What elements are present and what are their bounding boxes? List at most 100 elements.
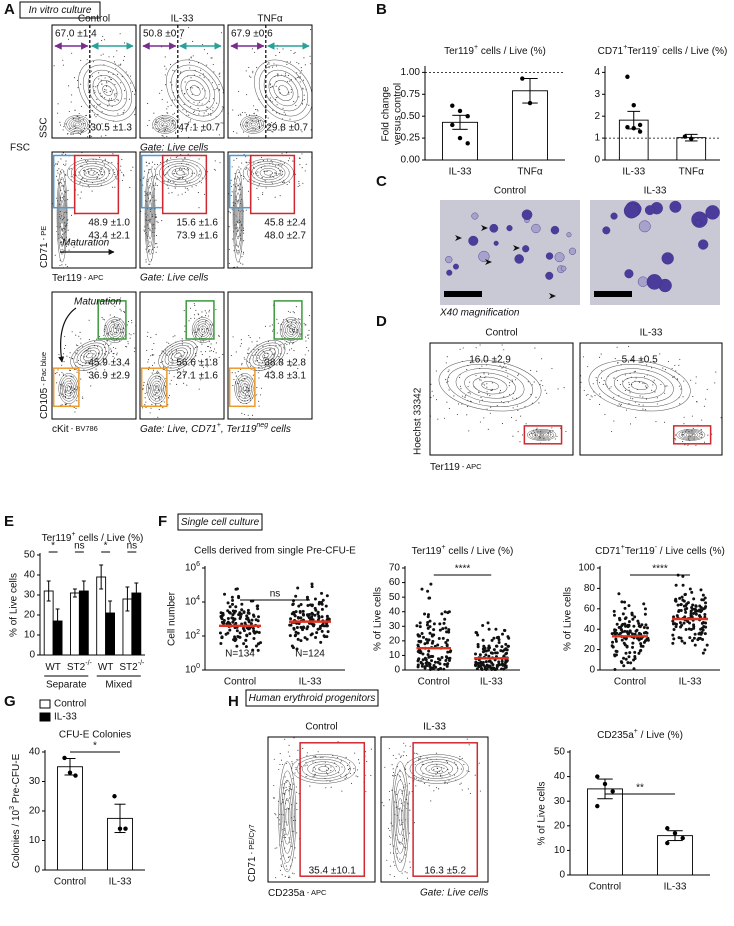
event-dot [268, 368, 270, 370]
cell-dot [428, 619, 432, 623]
significance-label: ns [74, 541, 85, 552]
cell-dot [423, 665, 427, 669]
event-dot [288, 181, 290, 183]
event-dot [449, 774, 451, 776]
event-dot [616, 379, 619, 382]
contour [307, 761, 340, 777]
event-dot [88, 128, 90, 131]
event-dot [100, 168, 102, 170]
event-dot [101, 40, 103, 42]
cell-dot [257, 615, 261, 619]
event-dot [263, 120, 265, 122]
event-dot [61, 269, 62, 270]
contour [420, 761, 453, 777]
event-dot [645, 385, 647, 387]
event-dot [289, 80, 291, 82]
event-dot [231, 191, 233, 193]
contour [278, 761, 297, 873]
event-dot [289, 841, 291, 843]
x-tick-label: WT [98, 662, 114, 673]
event-dot [105, 343, 107, 345]
data-point [112, 794, 117, 799]
event-dot [38, 163, 39, 164]
cell-dot [444, 640, 448, 644]
event-dot [130, 319, 133, 321]
y-tick-label: 50 [554, 747, 566, 758]
event-dot [164, 56, 166, 58]
event-dot [281, 874, 283, 876]
event-dot [480, 379, 482, 381]
event-dot [172, 113, 174, 115]
event-dot [720, 417, 722, 419]
event-dot [78, 113, 80, 115]
event-dot [157, 416, 159, 418]
event-dot [66, 243, 68, 245]
event-dot [624, 389, 626, 392]
event-dot [114, 176, 116, 178]
contour [688, 433, 694, 437]
cell [452, 263, 459, 270]
event-dot [57, 103, 59, 105]
cell-dot [325, 635, 329, 639]
event-dot [408, 832, 411, 834]
event-dot [279, 52, 281, 54]
event-dot [133, 333, 135, 335]
event-dot [65, 245, 68, 247]
cell-dot [249, 622, 253, 626]
event-dot [70, 133, 72, 135]
event-dot [54, 373, 56, 375]
contour [171, 167, 189, 178]
event-dot [462, 395, 464, 397]
event-dot [160, 162, 162, 164]
event-dot [287, 751, 289, 753]
event-dot [306, 755, 308, 757]
cell [566, 232, 572, 238]
event-dot [396, 794, 398, 796]
chart-title-part: Ter119 [42, 533, 72, 544]
cell-dot [310, 585, 314, 589]
event-dot [85, 363, 87, 365]
cell-dot [427, 596, 431, 600]
cell-dot [703, 596, 707, 600]
event-dot [64, 249, 66, 251]
event-dot [103, 180, 105, 182]
column-title: Control [305, 722, 337, 733]
cell-dot [309, 633, 313, 637]
event-dot [200, 182, 202, 184]
event-dot [181, 343, 183, 345]
cell-dot [476, 645, 480, 649]
contour [239, 380, 251, 397]
event-dot [148, 387, 150, 389]
event-dot [282, 652, 283, 653]
cell-dot [427, 638, 431, 642]
contour [193, 319, 213, 341]
event-dot [164, 349, 167, 351]
event-dot [388, 790, 391, 792]
event-dot [154, 389, 156, 391]
cell [646, 274, 663, 290]
event-dot [190, 373, 192, 375]
event-dot [480, 396, 482, 398]
event-dot [589, 398, 591, 400]
cell-dot [432, 628, 436, 632]
event-dot [468, 770, 470, 773]
cell-dot [418, 634, 422, 638]
contour [273, 80, 294, 101]
cell-dot [487, 627, 491, 631]
event-dot [81, 178, 83, 180]
error-bar [72, 588, 77, 598]
event-dot [168, 394, 170, 397]
cell-dot [305, 595, 309, 599]
event-dot [280, 864, 282, 866]
cell-dot [420, 632, 424, 636]
cell-dot [611, 645, 615, 649]
event-dot [155, 121, 157, 123]
event-dot [156, 220, 158, 222]
cell-dot [699, 588, 703, 592]
event-dot [159, 129, 161, 131]
event-dot [62, 238, 64, 240]
event-dot [390, 852, 392, 854]
event-dot [271, 121, 273, 124]
event-dot [488, 373, 490, 375]
event-dot [423, 782, 425, 784]
